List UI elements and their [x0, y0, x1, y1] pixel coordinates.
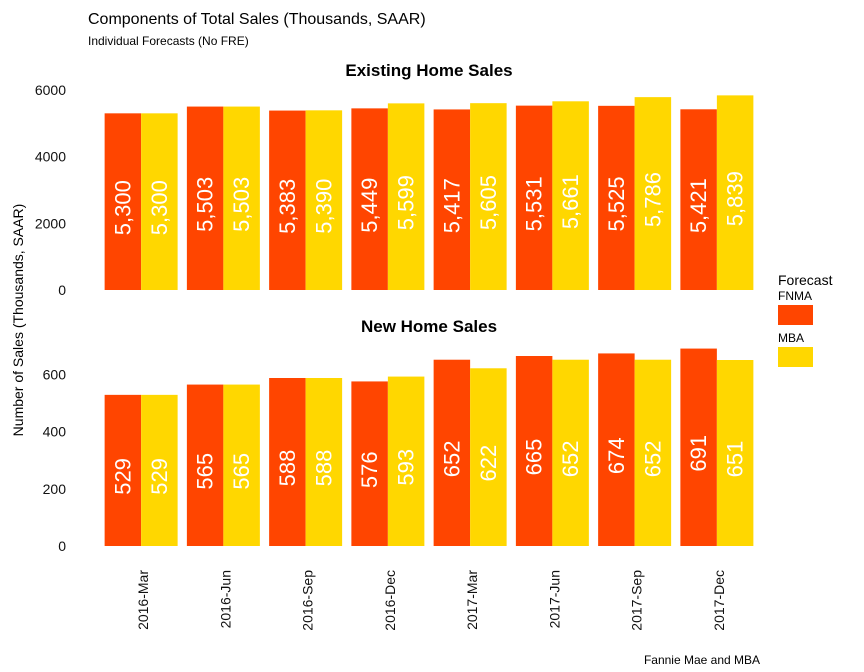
bar-value-label: 5,525: [604, 176, 629, 231]
bar-value-label: 5,449: [357, 178, 382, 233]
bar-value-label: 665: [522, 439, 547, 476]
bar-fnma: [598, 105, 635, 290]
bar-value-label: 652: [640, 440, 665, 477]
bar-fnma: [269, 378, 306, 546]
bar-mba: [634, 97, 672, 290]
y-axis-label: Number of Sales (Thousands, SAAR): [10, 204, 26, 437]
bar-fnma: [680, 348, 717, 546]
y-tick-label: 600: [43, 367, 67, 383]
bar-value-label: 576: [357, 451, 382, 488]
legend-label-mba: MBA: [778, 331, 804, 345]
x-tick-label: 2017-Mar: [464, 570, 480, 630]
bar-mba: [470, 103, 507, 291]
bar-fnma: [433, 359, 471, 546]
bar-mba: [223, 384, 260, 546]
bar-mba: [470, 368, 507, 546]
panel-title: New Home Sales: [361, 317, 497, 336]
bar-value-label: 5,300: [147, 180, 172, 235]
bar-value-label: 5,503: [193, 177, 218, 232]
bar-fnma: [433, 109, 471, 290]
bar-value-label: 529: [110, 458, 135, 495]
bar-value-label: 5,300: [110, 180, 135, 235]
x-tick-label: 2017-Dec: [711, 570, 727, 631]
bar-mba: [552, 101, 589, 290]
bar-value-label: 691: [686, 435, 711, 472]
bar-value-label: 5,531: [522, 176, 547, 231]
bar-value-label: 622: [476, 445, 501, 482]
bar-value-label: 5,417: [439, 178, 464, 233]
bar-value-label: 593: [394, 449, 419, 486]
chart-subtitle: Individual Forecasts (No FRE): [88, 34, 249, 48]
y-tick-label: 200: [43, 481, 67, 497]
bar-value-label: 565: [193, 453, 218, 490]
bar-value-label: 5,605: [476, 175, 501, 230]
bar-value-label: 565: [229, 453, 254, 490]
bar-value-label: 651: [723, 441, 748, 478]
bar-value-label: 5,390: [311, 179, 336, 234]
x-axis-ticks: 2016-Mar 2016-Jun 2016-Sep 2016-Dec 2017-Mar…: [135, 570, 727, 631]
legend-swatch-mba: [778, 347, 813, 367]
bar-fnma: [598, 353, 635, 546]
bar-mba: [387, 376, 425, 546]
bar-mba: [387, 103, 425, 290]
bar-mba: [305, 110, 343, 290]
panel-title: Existing Home Sales: [345, 61, 512, 80]
bar-value-label: 5,503: [229, 177, 254, 232]
x-tick-label: 2017-Sep: [629, 570, 645, 631]
legend-label-fnma: FNMA: [778, 289, 812, 303]
bar-value-label: 5,786: [640, 172, 665, 227]
bar-fnma: [269, 110, 306, 290]
x-tick-label: 2016-Dec: [382, 570, 398, 631]
x-tick-label: 2017-Jun: [546, 570, 562, 628]
y-tick-label: 400: [43, 424, 67, 440]
bar-mba: [223, 106, 260, 290]
bar-value-label: 5,599: [394, 175, 419, 230]
bar-value-label: 529: [147, 458, 172, 495]
bar-mba: [141, 394, 178, 546]
y-tick-label: 0: [58, 538, 66, 554]
legend-swatch-fnma: [778, 305, 813, 325]
panel-1: New Home Sales 0 200 400 600 529 529 565 565 588 5…: [43, 317, 754, 554]
bar-value-label: 674: [604, 437, 629, 474]
bar-fnma: [351, 108, 388, 290]
bar-fnma: [351, 381, 388, 546]
chart-title: Components of Total Sales (Thousands, SA…: [88, 11, 426, 28]
legend: Forecast FNMA MBA: [778, 272, 833, 367]
bar-value-label: 652: [558, 440, 583, 477]
y-tick-label: 4000: [35, 149, 66, 165]
bar-mba: [305, 378, 343, 546]
bar-value-label: 5,421: [686, 178, 711, 233]
bar-value-label: 5,383: [275, 179, 300, 234]
bar-value-label: 588: [275, 450, 300, 487]
y-tick-label: 6000: [35, 82, 66, 98]
bar-fnma: [104, 113, 142, 290]
bar-fnma: [515, 105, 553, 290]
x-tick-label: 2016-Jun: [217, 570, 233, 628]
bar-mba: [634, 359, 672, 546]
bar-value-label: 652: [439, 440, 464, 477]
bar-value-label: 588: [311, 450, 336, 487]
bar-value-label: 5,661: [558, 174, 583, 229]
bar-fnma: [680, 109, 717, 290]
x-tick-label: 2016-Mar: [135, 570, 151, 630]
bar-fnma: [104, 394, 142, 546]
bar-mba: [716, 360, 754, 546]
bar-mba: [552, 359, 589, 546]
legend-title: Forecast: [778, 272, 833, 288]
bar-fnma: [186, 384, 224, 546]
bar-fnma: [186, 106, 224, 290]
y-tick-label: 2000: [35, 215, 66, 231]
bar-mba: [141, 113, 178, 290]
panel-0: Existing Home Sales 0 2000 4000 6000 5,300 5,3…: [35, 61, 754, 298]
chart-caption: Fannie Mae and MBA: [644, 653, 760, 667]
bar-mba: [716, 95, 754, 290]
x-tick-label: 2016-Sep: [300, 570, 316, 631]
bar-fnma: [515, 356, 553, 546]
y-tick-label: 0: [58, 282, 66, 298]
bar-value-label: 5,839: [723, 171, 748, 226]
